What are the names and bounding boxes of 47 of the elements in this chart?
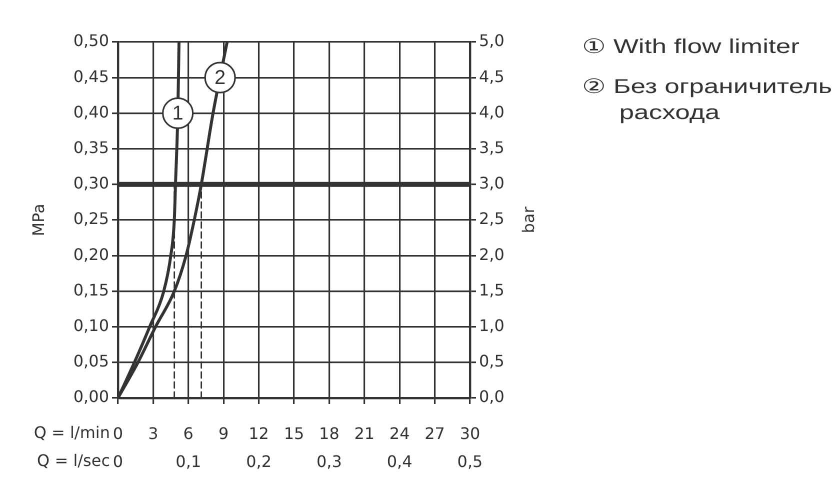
x-tick-label: 30 bbox=[460, 424, 480, 443]
x2-tick-label: 0,2 bbox=[246, 452, 272, 471]
x-tick-label: 18 bbox=[319, 424, 340, 443]
y-tick-label: 0,45 bbox=[73, 66, 109, 86]
y2-tick-label: 3,0 bbox=[479, 174, 504, 193]
x2-tick-label: 0 bbox=[112, 452, 124, 471]
x2-tick-label: 0,5 bbox=[457, 452, 483, 471]
annotation: 2 bbox=[214, 67, 226, 90]
annotation: 1 bbox=[172, 102, 184, 125]
y-tick-label: 0,15 bbox=[73, 280, 109, 300]
x-tick-label: 0 bbox=[112, 424, 124, 443]
y-tick-label: 0,25 bbox=[73, 209, 109, 228]
y-tick-label: 0,30 bbox=[73, 174, 109, 193]
y2-tick-label: 4,5 bbox=[479, 66, 504, 86]
y-tick-label: 0,05 bbox=[73, 352, 109, 371]
y2-axis-title: bar bbox=[519, 206, 538, 234]
x-tick-label: 3 bbox=[148, 424, 158, 443]
y-tick-label: 0,20 bbox=[73, 244, 109, 264]
x2-tick-label: 0,4 bbox=[386, 452, 412, 471]
x-tick-label: 9 bbox=[218, 424, 229, 443]
x-tick-label: 6 bbox=[183, 424, 194, 443]
x2-tick-label: 0,3 bbox=[316, 452, 342, 471]
y-tick-label: 0,10 bbox=[73, 316, 109, 335]
y2-tick-label: 1,0 bbox=[479, 316, 504, 335]
x-tick-label: 15 bbox=[284, 424, 304, 443]
y2-tick-label: 5,0 bbox=[479, 31, 504, 50]
x-tick-label: 24 bbox=[389, 424, 410, 443]
y-tick-label: 0,50 bbox=[73, 31, 109, 50]
y-axis-title: MPa bbox=[29, 204, 48, 236]
y2-tick-label: 2,5 bbox=[479, 209, 504, 228]
y2-tick-label: 3,5 bbox=[479, 138, 504, 157]
x-tick-label: 21 bbox=[354, 424, 375, 443]
x-tick-label: 12 bbox=[248, 424, 269, 443]
x2-tick-label: 0,1 bbox=[176, 452, 202, 471]
x2-axis-title: Q = l/sec bbox=[37, 451, 110, 470]
y2-tick-label: 4,0 bbox=[479, 102, 504, 122]
x-axis-title: Q = l/min bbox=[34, 423, 110, 442]
x-tick-label: 27 bbox=[424, 424, 445, 443]
text: ① With flow limiter bbox=[582, 35, 801, 60]
y-tick-label: 0,40 bbox=[73, 102, 109, 122]
y2-tick-label: 1,5 bbox=[479, 280, 504, 300]
y-tick-label: 0,35 bbox=[73, 138, 109, 157]
y2-tick-label: 2,0 bbox=[479, 244, 504, 264]
y2-tick-label: 0,0 bbox=[479, 387, 504, 406]
y-tick-label: 0,00 bbox=[73, 387, 109, 406]
y2-tick-label: 0,5 bbox=[479, 352, 504, 371]
text: ② Без ограничитель расхода bbox=[582, 75, 834, 126]
